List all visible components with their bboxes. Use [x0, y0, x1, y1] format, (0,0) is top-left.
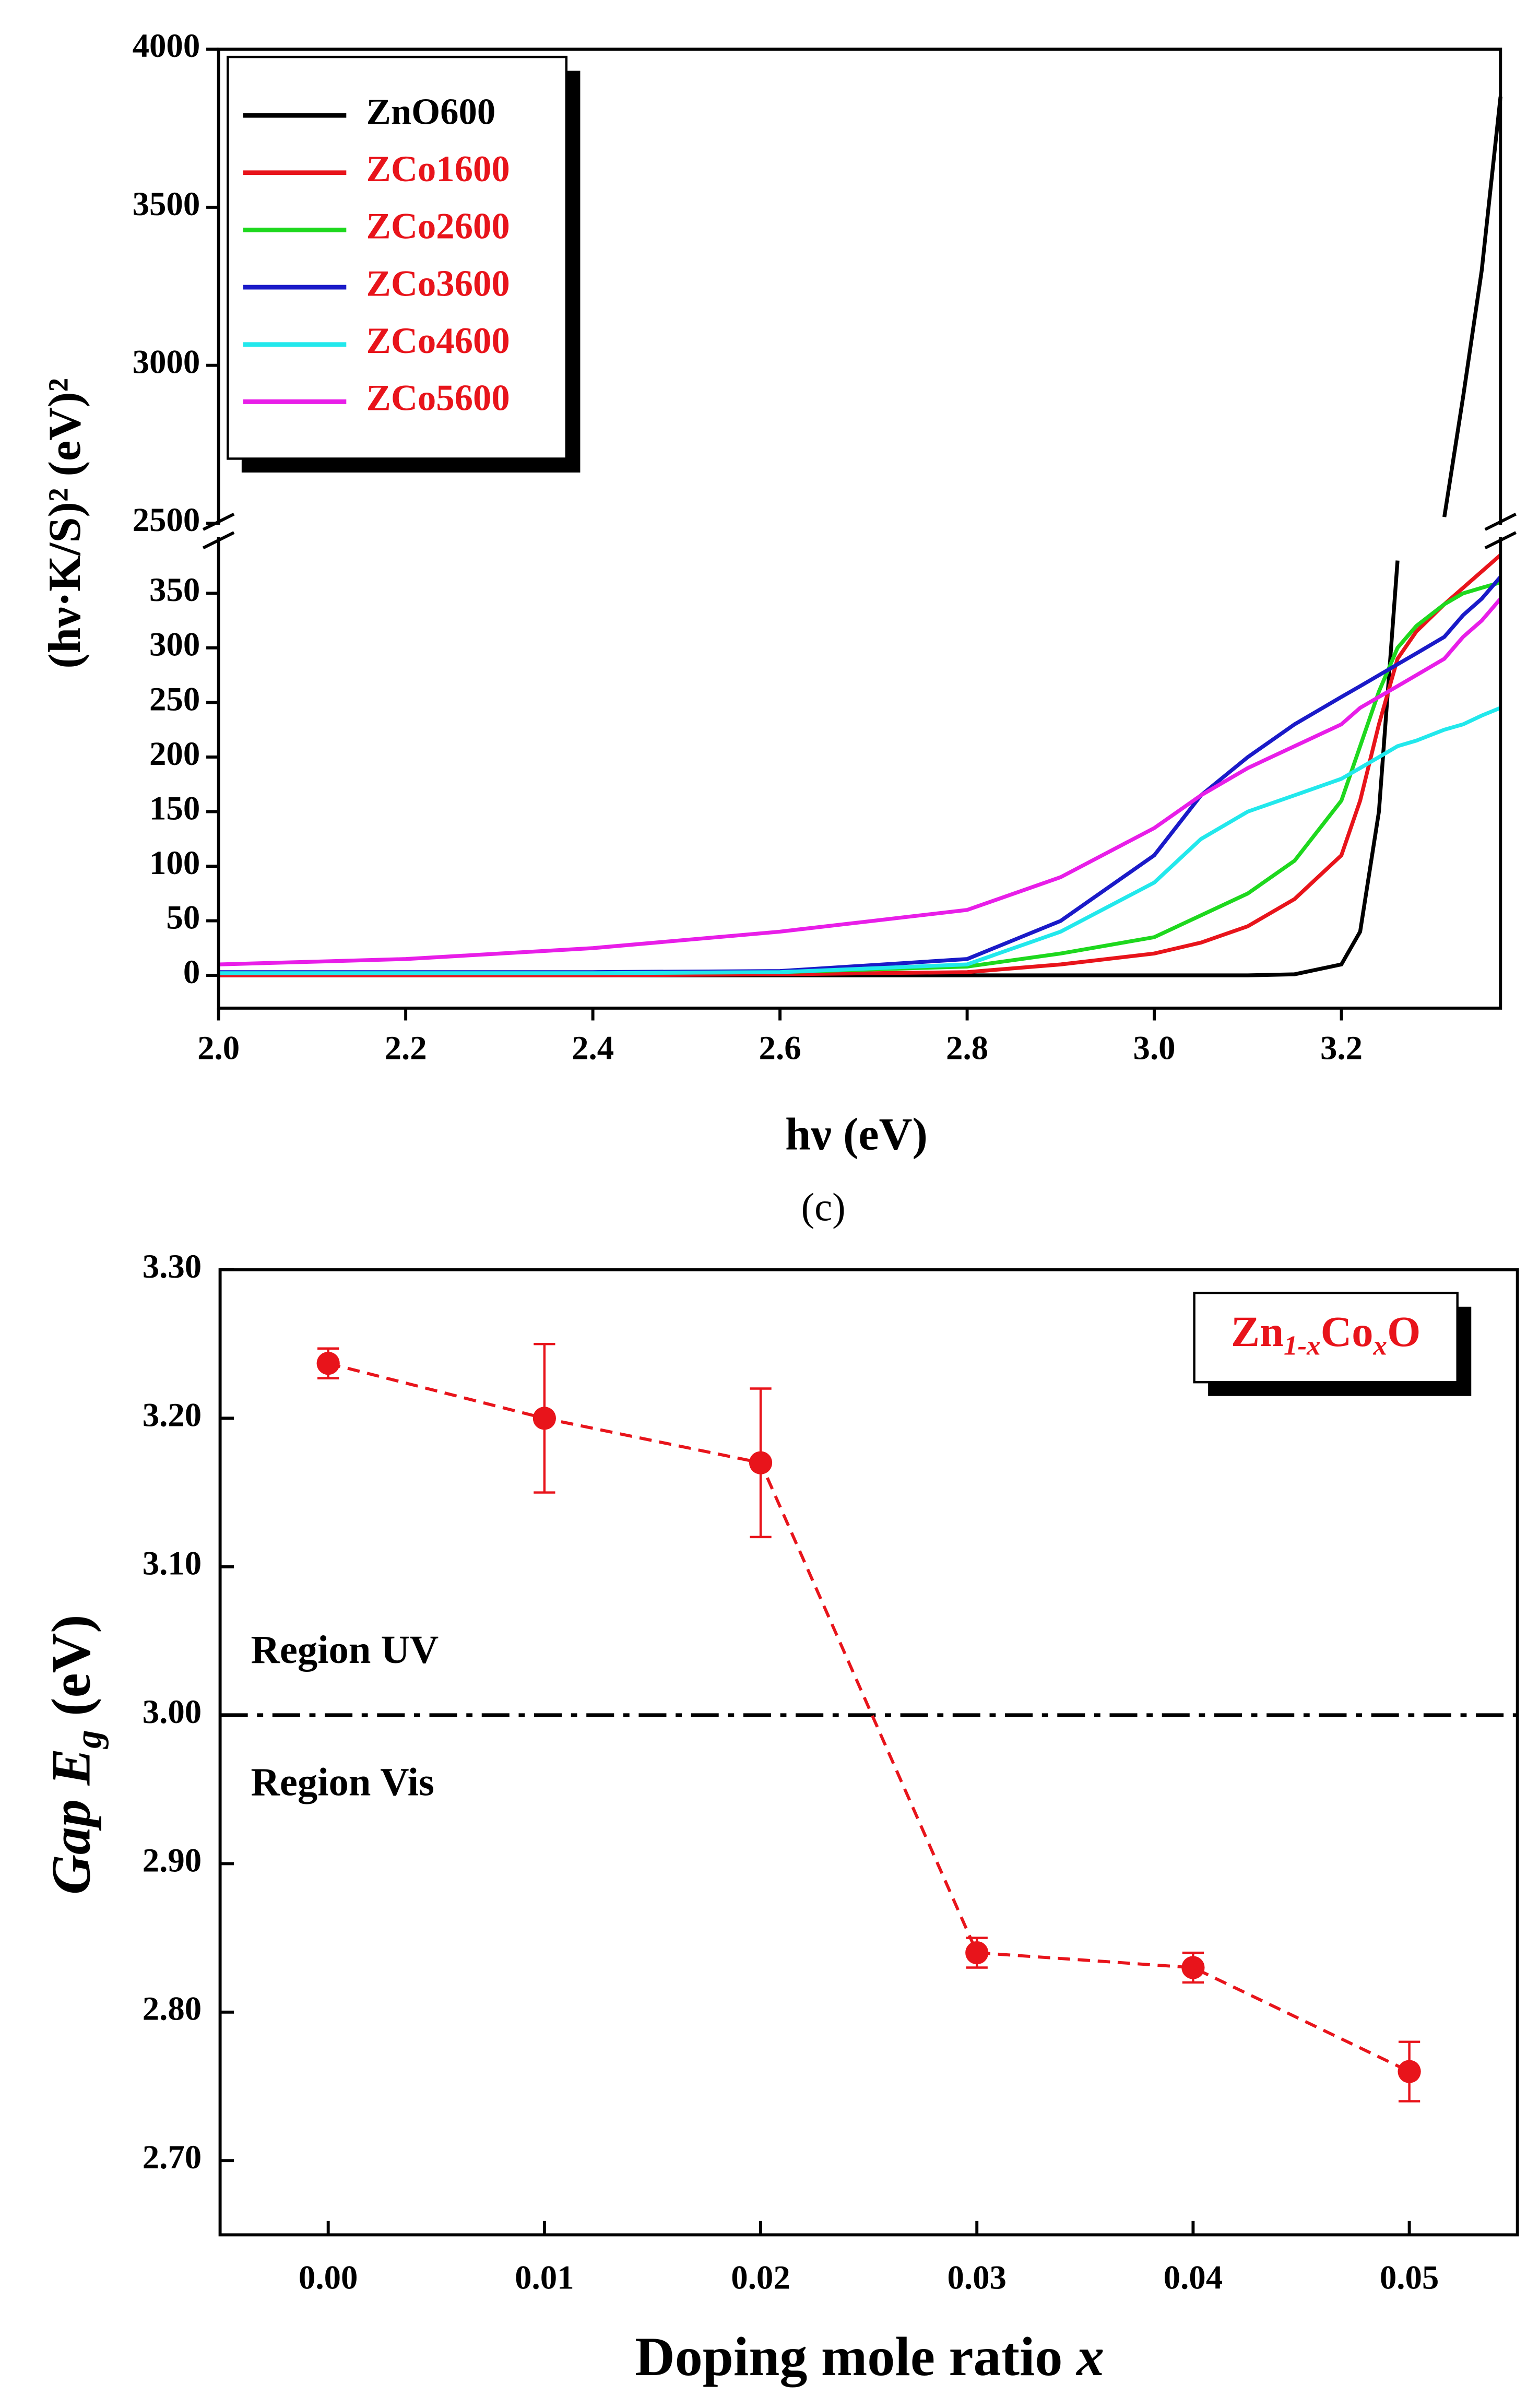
- data-point: [1181, 1956, 1205, 1979]
- y-tick-label: 2.80: [143, 1990, 202, 2028]
- legend-label: ZnO600: [366, 91, 496, 132]
- legend-label: ZCo1600: [366, 149, 510, 190]
- legend-box: [227, 55, 568, 460]
- y-tick-label: 50: [166, 899, 200, 936]
- legend-label-part: Zn: [1231, 1307, 1284, 1355]
- x-tick-label: 0.01: [515, 2259, 574, 2297]
- legend-label-part: x: [1373, 1331, 1388, 1361]
- y-tick-label: 0: [183, 953, 200, 991]
- x-tick-label: 2.2: [385, 1029, 427, 1067]
- x-axis-label: Doping mole ratio x: [635, 2326, 1104, 2387]
- x-tick-label: 2.4: [572, 1029, 614, 1067]
- data-line: [218, 575, 1502, 974]
- x-axis-label: hν (eV): [785, 1109, 928, 1160]
- legend-label: ZCo3600: [366, 263, 510, 304]
- y-tick-label: 250: [149, 680, 200, 718]
- data-point: [532, 1407, 556, 1430]
- x-tick-label: 0.02: [731, 2259, 790, 2297]
- x-tick-label: 2.6: [759, 1029, 801, 1067]
- y-tick-label: 200: [149, 735, 200, 773]
- legend-label-part: Co: [1321, 1307, 1374, 1355]
- axis-break-mark: [1484, 531, 1517, 550]
- data-line: [218, 553, 1502, 977]
- x-axis-label-part: x: [1075, 2326, 1104, 2387]
- x-tick-label: 2.8: [946, 1029, 988, 1067]
- x-tick-label: 3.0: [1133, 1029, 1176, 1067]
- x-tick-label: 0.05: [1380, 2259, 1439, 2297]
- data-point: [749, 1451, 773, 1474]
- x-axis-label-part: Doping mole ratio: [635, 2326, 1076, 2387]
- legend-label: ZCo4600: [366, 321, 510, 361]
- axis-break-mark: [202, 531, 235, 550]
- legend-label-part: O: [1387, 1307, 1420, 1355]
- y-tick-label: 150: [149, 789, 200, 827]
- y-tick-label: 300: [149, 626, 200, 664]
- data-point: [316, 1352, 340, 1375]
- x-tick-label: 2.0: [197, 1029, 240, 1067]
- y-tick-label: 2.70: [143, 2139, 202, 2176]
- annotation: Region Vis: [251, 1760, 434, 1804]
- y-axis-label-part: g: [68, 1730, 109, 1749]
- y-tick-label: 3500: [133, 185, 200, 223]
- y-tick-label: 3.30: [143, 1248, 202, 1285]
- x-tick-label: 0.03: [947, 2259, 1006, 2297]
- annotation: Region UV: [251, 1627, 439, 1672]
- caption: (c): [801, 1185, 846, 1230]
- y-tick-label: 3.00: [143, 1693, 202, 1731]
- data-line: [218, 706, 1501, 975]
- y-tick-label: 2500: [133, 501, 200, 539]
- x-tick-label: 0.00: [299, 2259, 358, 2297]
- axis-break-mark: [1484, 512, 1517, 531]
- y-tick-label: 350: [149, 571, 200, 609]
- data-point: [1398, 2060, 1421, 2083]
- legend-box: [1193, 1292, 1459, 1384]
- y-axis-label: Gap Eg (eV): [40, 1614, 109, 1894]
- x-tick-label: 0.04: [1164, 2259, 1223, 2297]
- legend-label: Zn1-xCoxO: [1231, 1307, 1420, 1361]
- legend-label: ZCo5600: [366, 378, 510, 419]
- y-axis-label-part: (eV): [40, 1614, 102, 1730]
- data-line: [218, 597, 1502, 966]
- data-point: [965, 1941, 989, 1965]
- y-tick-label: 3000: [133, 344, 200, 381]
- y-tick-label: 100: [149, 844, 200, 882]
- plot-frame: [218, 1268, 1519, 2237]
- x-tick-label: 3.2: [1320, 1029, 1363, 1067]
- legend-label-part: 1-x: [1284, 1331, 1321, 1361]
- y-axis-label: (hν·K/S)² (eV)²: [39, 378, 90, 669]
- y-tick-label: 3.20: [143, 1396, 202, 1434]
- y-axis-label-part: Gap E: [40, 1749, 102, 1895]
- y-tick-label: 3.10: [143, 1545, 202, 1583]
- y-tick-label: 4000: [133, 27, 200, 65]
- y-tick-label: 2.90: [143, 1842, 202, 1879]
- connecting-line: [328, 1362, 1411, 2073]
- legend-label: ZCo2600: [366, 206, 510, 247]
- data-line: [218, 580, 1501, 975]
